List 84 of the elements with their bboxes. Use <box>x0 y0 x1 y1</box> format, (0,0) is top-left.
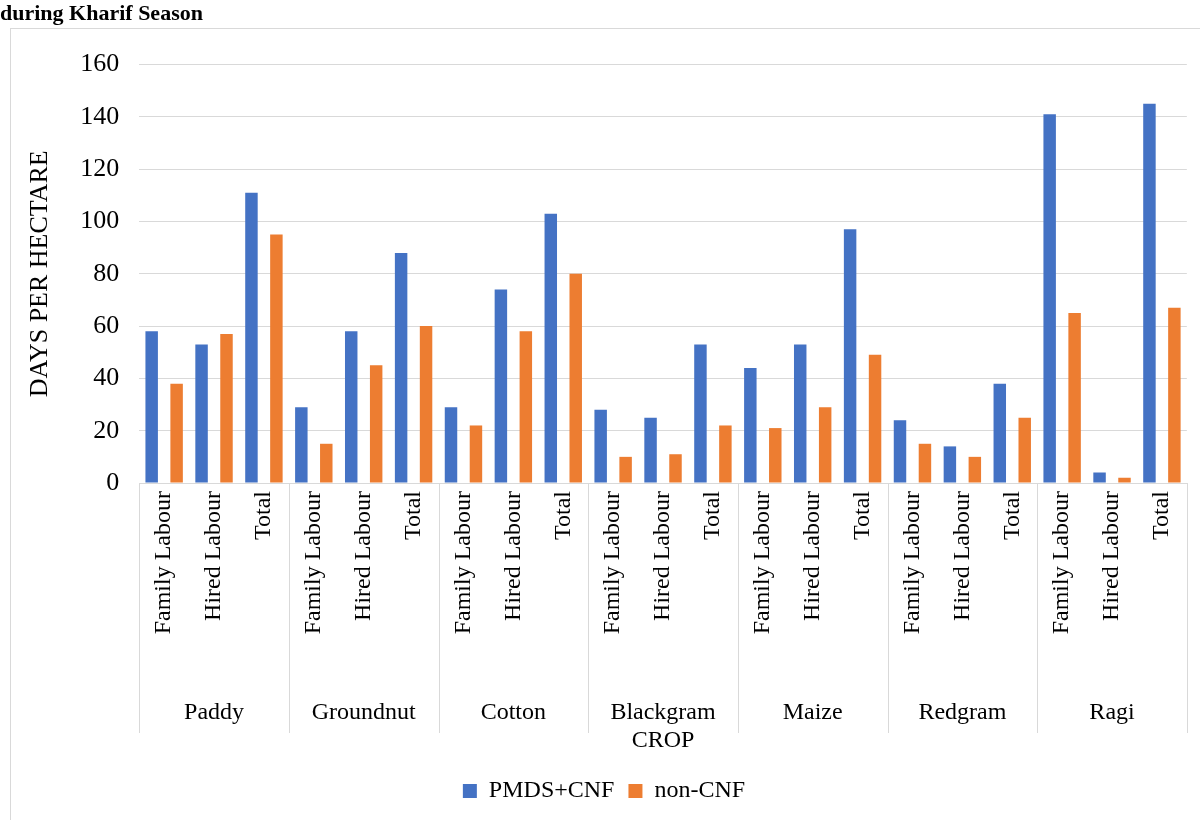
bar <box>868 354 882 483</box>
bar <box>1068 313 1081 483</box>
x-tick-label: Hired Labour <box>1097 491 1124 621</box>
bar <box>644 417 657 483</box>
x-tick-label: Hired Labour <box>349 491 375 621</box>
bar <box>270 234 283 483</box>
bar <box>320 443 333 483</box>
bar <box>744 367 757 483</box>
x-tick-label: Family Labour <box>149 491 176 635</box>
bar <box>769 428 782 483</box>
bar <box>1093 472 1106 483</box>
y-tick-label: 140 <box>80 100 120 130</box>
bar <box>145 331 158 483</box>
x-tick-label: Total <box>249 490 276 540</box>
bar <box>1118 477 1131 483</box>
x-tick-label: Total <box>1147 490 1174 540</box>
y-tick-label: 20 <box>93 414 120 444</box>
x-tick-label: Family Labour <box>299 491 326 635</box>
x-tick-label: Family Labour <box>1047 491 1074 635</box>
bar <box>394 252 408 483</box>
bar <box>993 383 1007 483</box>
bar <box>1143 103 1156 483</box>
x-tick-label: Hired Labour <box>797 491 824 621</box>
bar <box>195 344 208 483</box>
x-axis-title: CROP <box>631 725 695 752</box>
y-tick-label: 80 <box>93 257 120 287</box>
bar <box>220 333 233 483</box>
y-tick-label: 100 <box>80 205 120 235</box>
x-tick-label: Hired Labour <box>498 491 525 621</box>
y-tick-label: 40 <box>93 362 120 392</box>
x-tick-label: Family Labour <box>897 491 924 635</box>
bar <box>818 407 832 483</box>
bar <box>469 425 483 483</box>
text: Paddy <box>184 698 245 725</box>
y-axis-title: DAYS PER HECTARE <box>24 150 54 398</box>
bar <box>1168 307 1181 483</box>
legend-label: non-CNF <box>654 776 746 803</box>
bar <box>594 409 607 483</box>
x-tick-label: Hired Labour <box>947 491 974 621</box>
y-tick-label: 160 <box>80 48 120 78</box>
legend-label: PMDS+CNF <box>488 776 615 803</box>
x-tick-label: Total <box>548 490 575 540</box>
bar <box>544 213 558 483</box>
text: Ragi <box>1089 698 1136 725</box>
y-tick-label: 0 <box>106 466 120 496</box>
bar <box>295 407 308 483</box>
bar <box>719 425 732 483</box>
x-tick-label: Hired Labour <box>648 491 675 621</box>
bar <box>619 456 632 483</box>
bar <box>344 331 358 483</box>
x-tick-label: Hired Labour <box>199 491 226 621</box>
text: Cotton <box>480 698 547 725</box>
x-tick-label: Total <box>847 490 874 540</box>
bar <box>1043 114 1056 483</box>
bar <box>943 446 957 483</box>
bar <box>694 344 707 483</box>
x-tick-label: Family Labour <box>448 491 475 635</box>
bar <box>170 383 183 483</box>
bar <box>893 420 907 483</box>
y-tick-label: 60 <box>93 309 120 339</box>
bar <box>843 229 857 483</box>
text: Redgram <box>918 698 1007 725</box>
bar <box>245 192 258 483</box>
bar <box>494 289 508 483</box>
bar <box>918 443 932 483</box>
bar <box>968 456 982 483</box>
bar <box>669 454 682 483</box>
bar <box>1018 417 1031 483</box>
text: Groundnut <box>311 698 417 725</box>
y-tick-label: 120 <box>80 153 120 183</box>
x-tick-label: Total <box>997 490 1024 540</box>
bar <box>369 365 383 483</box>
x-tick-label: Total <box>698 490 725 540</box>
text: Maize <box>782 698 843 725</box>
bar <box>419 326 433 483</box>
chart-title: during Kharif Season <box>0 0 203 26</box>
bar <box>569 273 582 483</box>
x-tick-label: Family Labour <box>598 491 625 635</box>
bar <box>519 331 533 483</box>
bar <box>444 407 458 483</box>
text: Blackgram <box>610 698 717 725</box>
bar <box>793 344 807 483</box>
x-tick-label: Family Labour <box>748 491 775 635</box>
x-tick-label: Total <box>398 490 425 540</box>
